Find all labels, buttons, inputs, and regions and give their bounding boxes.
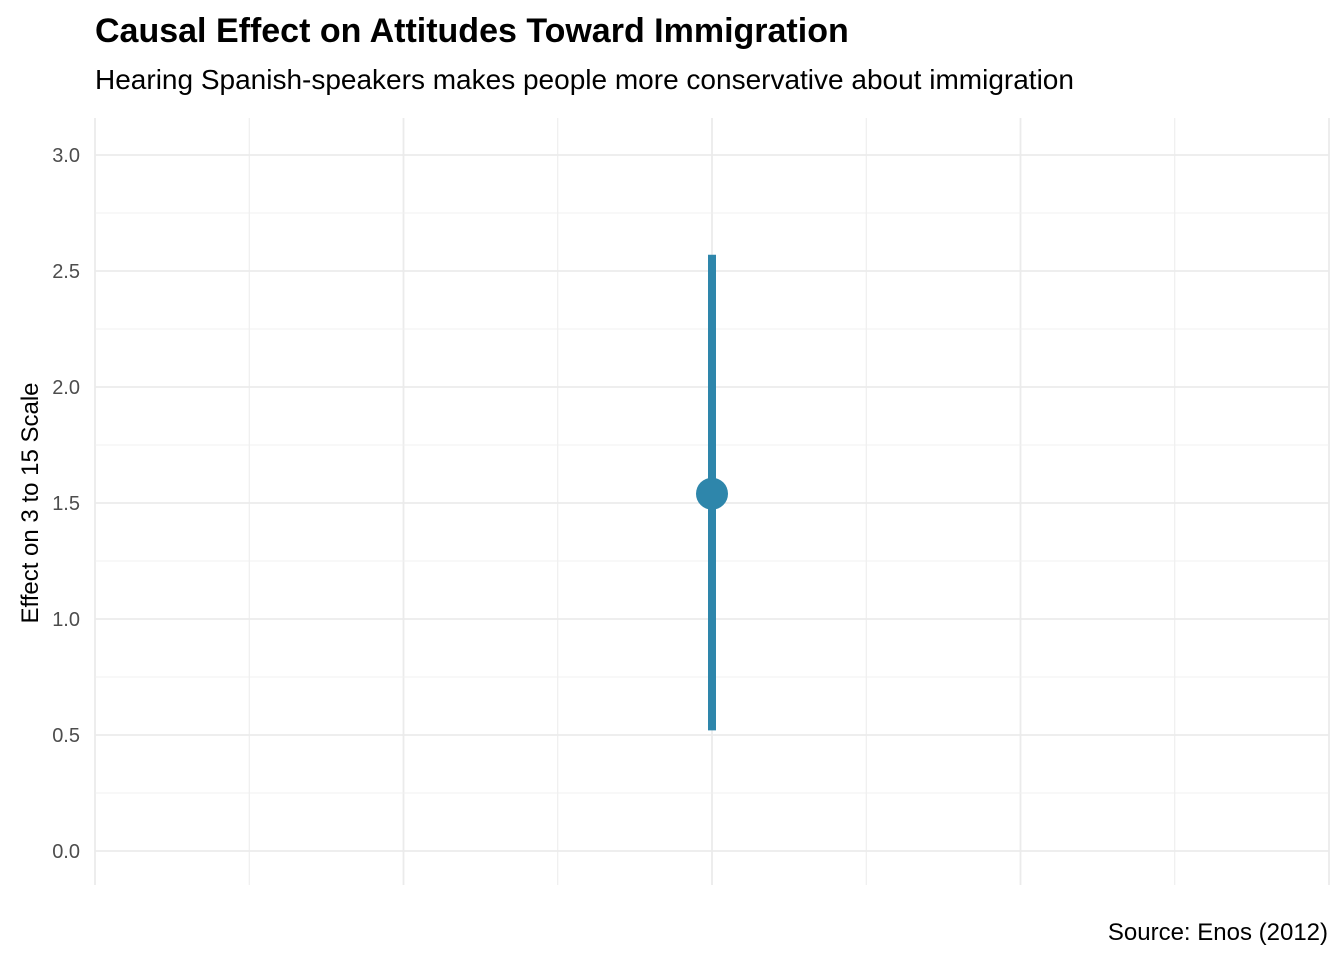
chart-subtitle: Hearing Spanish-speakers makes people mo… xyxy=(95,64,1074,95)
chart-title: Causal Effect on Attitudes Toward Immigr… xyxy=(95,12,849,50)
y-tick-label: 0.0 xyxy=(52,841,80,863)
y-tick-label: 1.5 xyxy=(52,493,80,515)
y-axis-label: Effect on 3 to 15 Scale xyxy=(17,382,44,623)
y-tick-label: 1.0 xyxy=(52,609,80,631)
data-marks xyxy=(696,254,728,731)
y-tick-label: 2.5 xyxy=(52,261,80,283)
y-tick-label: 0.5 xyxy=(52,725,80,747)
point-estimate xyxy=(696,477,728,510)
y-tick-label: 3.0 xyxy=(52,145,80,167)
y-axis-ticks: 0.0 0.5 1.0 1.5 2.0 2.5 3.0 xyxy=(52,145,80,863)
chart-caption: Source: Enos (2012) xyxy=(1108,919,1328,946)
y-tick-label: 2.0 xyxy=(52,377,80,399)
